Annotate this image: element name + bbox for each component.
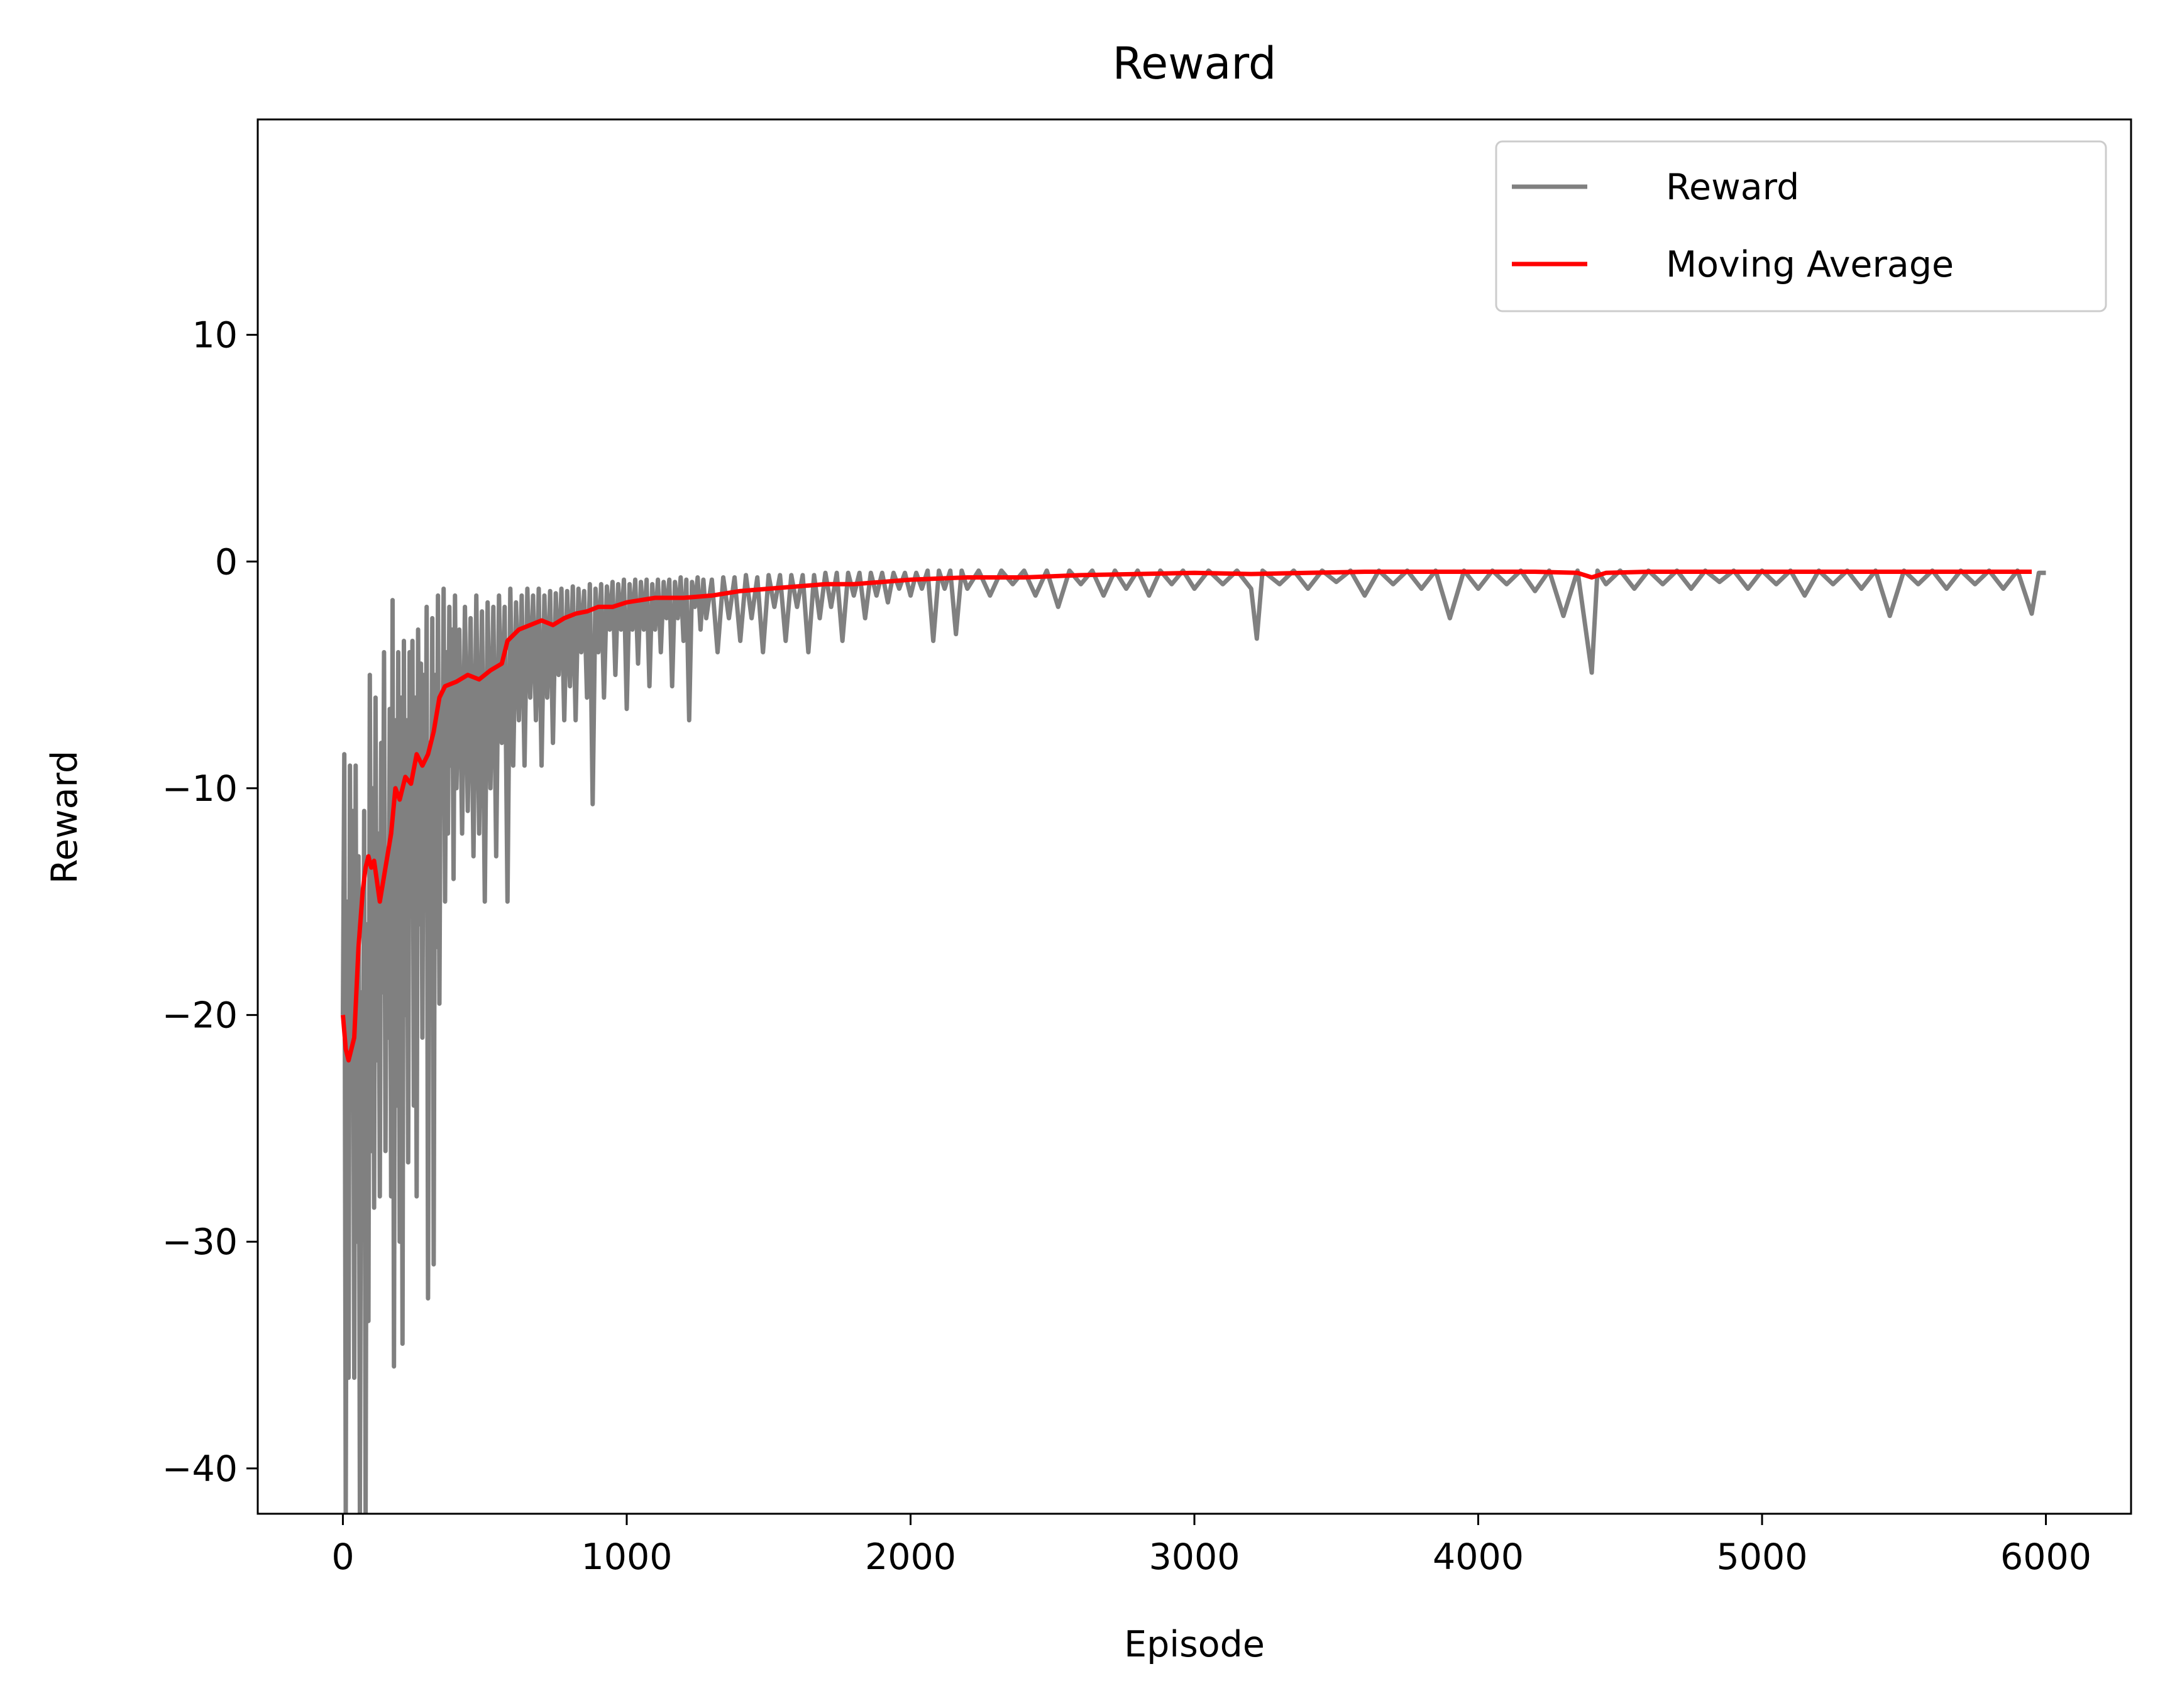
x-tick-label: 5000 bbox=[1716, 1536, 1807, 1578]
legend-box bbox=[1495, 140, 2107, 312]
legend-label-reward: Reward bbox=[1666, 167, 1799, 208]
x-tick-label: 6000 bbox=[2000, 1536, 2091, 1578]
x-tick-label: 1000 bbox=[581, 1536, 672, 1578]
y-axis-label: Reward bbox=[44, 751, 85, 884]
y-tick-label: 10 bbox=[192, 315, 238, 356]
legend: Reward Moving Average bbox=[1495, 140, 2107, 312]
moving-average-line bbox=[341, 570, 2032, 1063]
x-tick-label: 2000 bbox=[865, 1536, 956, 1578]
x-tick-label: 0 bbox=[331, 1536, 354, 1578]
y-tick-label: −30 bbox=[162, 1221, 238, 1263]
y-tick-label: −40 bbox=[162, 1448, 238, 1490]
y-tick-label: 0 bbox=[215, 541, 238, 583]
chart-title: Reward bbox=[1113, 38, 1277, 89]
y-tick-label: −10 bbox=[162, 768, 238, 810]
series-layer bbox=[341, 568, 2046, 1514]
x-axis-label: Episode bbox=[1124, 1624, 1265, 1665]
x-tick-label: 4000 bbox=[1433, 1536, 1524, 1578]
x-axis: 0 1000 2000 3000 4000 5000 6000 bbox=[331, 1514, 2091, 1578]
y-tick-label: −20 bbox=[162, 995, 238, 1037]
y-axis: −40 −30 −20 −10 0 10 bbox=[162, 315, 258, 1490]
legend-label-moving-average: Moving Average bbox=[1666, 244, 1954, 285]
reward-line bbox=[341, 568, 2046, 1514]
x-tick-label: 3000 bbox=[1149, 1536, 1240, 1578]
